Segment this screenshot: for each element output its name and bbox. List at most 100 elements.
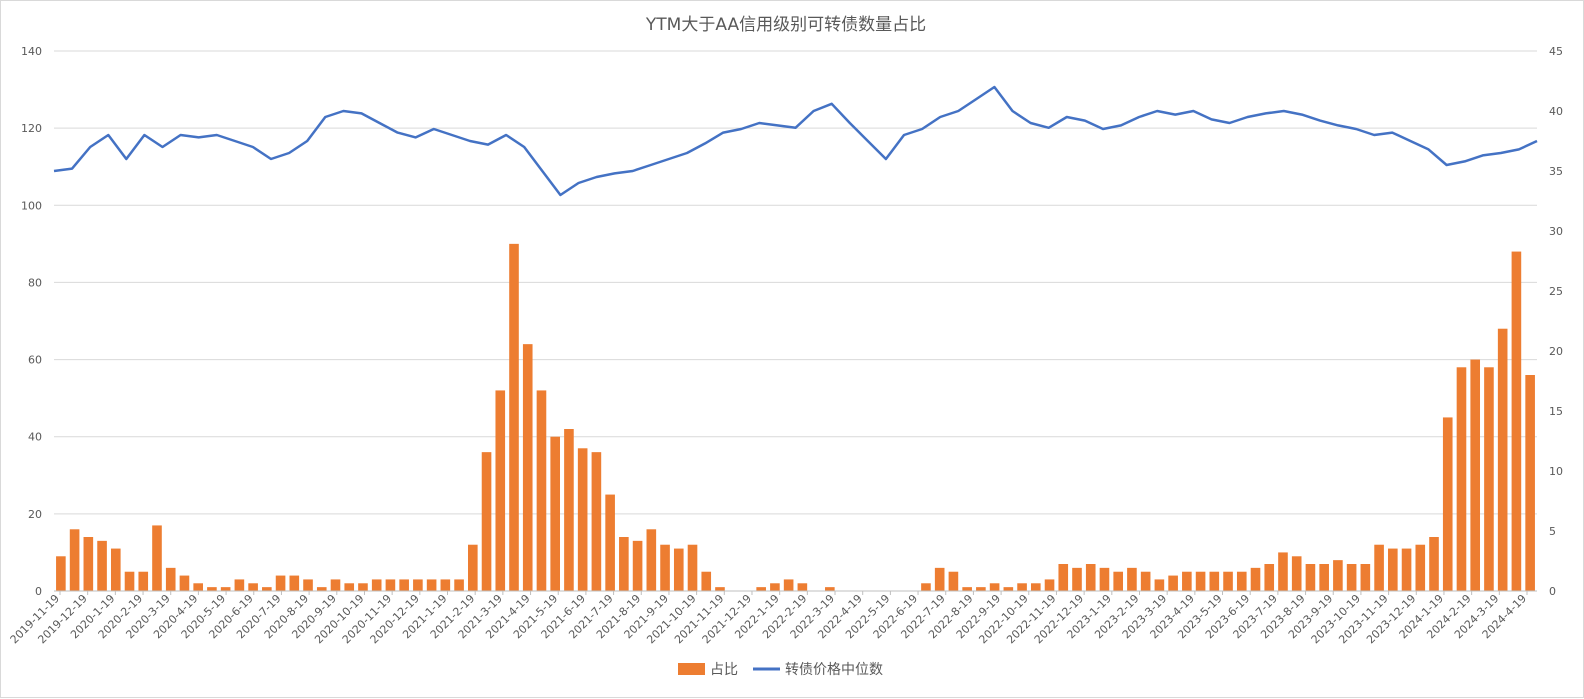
bar [495, 390, 506, 591]
left-tick-label: 140 [21, 45, 42, 58]
price-median-line [53, 85, 1538, 197]
bar [1305, 564, 1316, 591]
bar [797, 583, 808, 591]
bar [330, 579, 341, 591]
bar [399, 579, 409, 591]
bar [673, 548, 684, 591]
bar [605, 494, 615, 591]
bar [1319, 564, 1329, 591]
bar [454, 579, 464, 591]
bar [976, 587, 986, 591]
legend: 占比 转债价格中位数 [678, 662, 883, 678]
right-tick-label: 20 [1549, 345, 1563, 358]
chart-title: YTM大于AA信用级别可转债数量占比 [645, 15, 926, 35]
bar [385, 579, 396, 591]
bar [97, 540, 107, 591]
left-tick-label: 0 [35, 585, 42, 598]
bar [1085, 564, 1096, 591]
bar [344, 583, 355, 591]
bar [577, 448, 588, 591]
bar [509, 243, 519, 591]
legend-label-line: 转债价格中位数 [785, 662, 883, 678]
bar [962, 587, 972, 591]
bar [248, 583, 258, 591]
bar [783, 579, 794, 591]
bar [1511, 251, 1522, 592]
bar [1236, 571, 1247, 591]
right-y-axis-ticks: 0 5 10 15 20 25 30 35 40 45 [1549, 45, 1563, 598]
bar [989, 583, 1000, 591]
x-axis-ticks: 2019-11-192019-12-192020-1-192020-2-1920… [8, 591, 1529, 646]
bar [1003, 587, 1014, 591]
right-tick-label: 25 [1549, 285, 1563, 298]
bar [124, 571, 135, 591]
right-tick-label: 40 [1549, 105, 1563, 118]
left-tick-label: 80 [28, 276, 42, 289]
bar [1017, 583, 1027, 591]
bar [316, 587, 327, 591]
bar [426, 579, 437, 591]
right-tick-label: 30 [1549, 225, 1563, 238]
bar [756, 587, 766, 591]
bar [770, 583, 780, 591]
bar [1346, 564, 1357, 591]
bar [715, 587, 725, 591]
bar [234, 579, 245, 591]
left-tick-label: 40 [28, 431, 42, 444]
gridlines [54, 50, 1537, 592]
bar [1470, 359, 1481, 591]
bar [152, 525, 162, 591]
bar [303, 579, 313, 591]
right-tick-label: 5 [1549, 525, 1556, 538]
bar [1484, 367, 1494, 591]
bar [1044, 579, 1055, 591]
right-tick-label: 10 [1549, 465, 1563, 478]
bar [1072, 567, 1082, 591]
bar [1278, 552, 1288, 591]
bar [193, 583, 203, 591]
bar [1168, 575, 1178, 591]
bar [1333, 560, 1343, 591]
bar [632, 540, 643, 591]
bar [1374, 544, 1384, 591]
bar [550, 436, 561, 591]
bar [1456, 367, 1467, 591]
left-tick-label: 100 [21, 199, 42, 212]
bar [165, 567, 176, 591]
bar [646, 529, 657, 591]
bar [1182, 571, 1192, 591]
bar [440, 579, 451, 591]
bar [179, 575, 190, 591]
bar [275, 575, 286, 591]
left-tick-label: 20 [28, 508, 42, 521]
bar [1140, 571, 1151, 591]
legend-swatch-bar [678, 663, 705, 675]
bar [564, 429, 574, 591]
bar [934, 567, 945, 591]
left-y-axis-ticks: 0 20 40 60 80 100 120 140 [21, 45, 42, 598]
bar [110, 548, 121, 591]
bar [701, 571, 712, 591]
bar [1127, 567, 1137, 591]
bar [69, 529, 80, 591]
bar [289, 575, 300, 591]
bar [1154, 579, 1165, 591]
bar [1223, 571, 1233, 591]
bar [1525, 375, 1535, 591]
bar [1388, 548, 1398, 591]
right-tick-label: 45 [1549, 45, 1563, 58]
bar [1401, 548, 1412, 591]
bar [1429, 537, 1439, 591]
bar [1291, 556, 1302, 591]
left-tick-label: 120 [21, 122, 42, 135]
legend-label-bar: 占比 [710, 662, 738, 678]
left-tick-label: 60 [28, 354, 42, 367]
bar [371, 579, 382, 591]
bar [825, 587, 835, 591]
bar [220, 587, 231, 591]
bar [1497, 328, 1508, 591]
bar [948, 571, 959, 591]
bar [138, 571, 149, 591]
